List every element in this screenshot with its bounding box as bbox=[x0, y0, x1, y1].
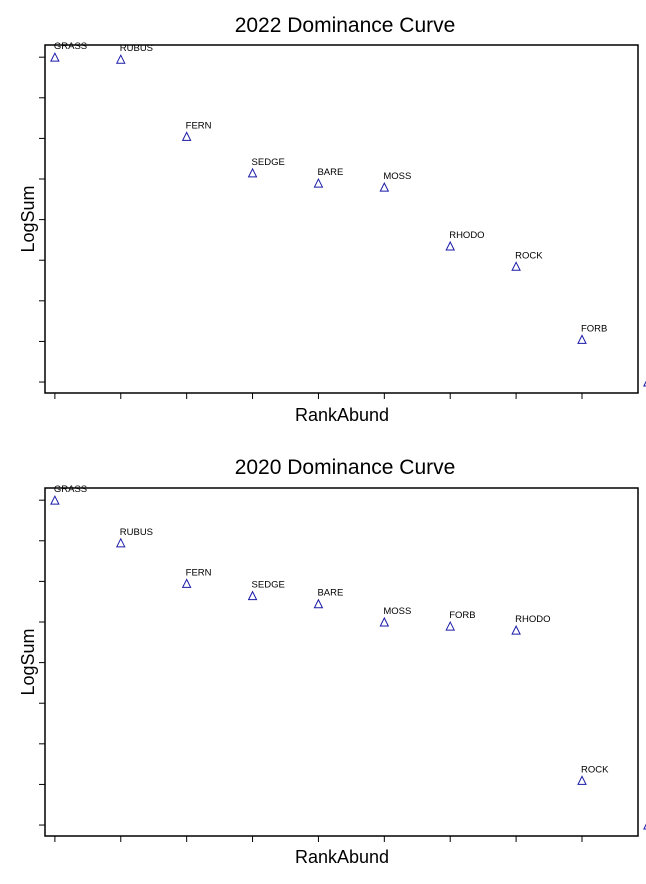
chart-title: 2020 Dominance Curve bbox=[235, 456, 456, 479]
plot-frame bbox=[44, 44, 639, 394]
point-label: ROCK bbox=[515, 250, 543, 261]
data-point: MOSS bbox=[379, 606, 411, 627]
triangle-marker bbox=[115, 537, 126, 548]
x-axis-label: RankAbund bbox=[295, 405, 389, 425]
chart-title: 2022 Dominance Curve bbox=[235, 14, 456, 37]
point-label: RHODO bbox=[515, 614, 550, 625]
data-point: BARE bbox=[313, 588, 343, 609]
point-label: MOSS bbox=[383, 171, 411, 182]
data-points: GRASS RUBUS FERN SEDGE BARE MOSS FORB RHODO ROCK… bbox=[50, 484, 646, 830]
data-points: GRASS RUBUS FERN SEDGE BARE MOSS RHODO ROCK FORB… bbox=[50, 41, 646, 387]
data-point: MOSS bbox=[379, 171, 411, 192]
x-axis-ticks bbox=[54, 836, 583, 842]
triangle-marker bbox=[50, 52, 60, 62]
triangle-marker bbox=[247, 167, 258, 178]
point-label: FERN bbox=[186, 120, 212, 131]
triangle-marker bbox=[313, 177, 324, 188]
data-point: RHODO bbox=[511, 614, 550, 635]
point-label: FERN bbox=[186, 567, 212, 578]
data-point: SEDGE bbox=[247, 157, 285, 178]
data-point: FORB bbox=[577, 323, 607, 344]
data-point: FERN bbox=[181, 120, 212, 141]
triangle-marker bbox=[181, 131, 192, 141]
data-point: RUBUS bbox=[115, 43, 153, 64]
triangle-marker bbox=[379, 182, 390, 192]
data-point: SEDGE bbox=[247, 580, 285, 601]
x-axis-ticks bbox=[54, 393, 583, 399]
point-label: SEDGE bbox=[252, 157, 285, 168]
triangle-marker bbox=[50, 495, 60, 505]
point-label: FORB bbox=[449, 610, 475, 621]
data-point: FERN bbox=[181, 567, 212, 588]
data-point: GRASS bbox=[50, 484, 87, 505]
triangle-marker bbox=[445, 620, 456, 631]
y-axis-label: LogSum bbox=[18, 628, 38, 695]
triangle-marker bbox=[379, 616, 390, 627]
point-label: SEDGE bbox=[252, 580, 285, 591]
triangle-marker bbox=[511, 625, 521, 635]
point-label: BARE bbox=[317, 167, 343, 178]
data-point: BARE bbox=[313, 167, 343, 188]
point-label: GRASS bbox=[54, 41, 87, 52]
point-label: RHODO bbox=[449, 230, 484, 241]
y-axis-ticks bbox=[39, 56, 45, 383]
x-axis-label: RankAbund bbox=[295, 847, 389, 867]
triangle-marker bbox=[577, 775, 587, 785]
triangle-marker bbox=[511, 261, 521, 271]
point-label: RUBUS bbox=[120, 527, 153, 538]
data-point: ROCK bbox=[577, 764, 609, 785]
chart-2020-dominance: 2020 Dominance Curve GRASS RUBUS FERN SEDGE… bbox=[18, 456, 646, 867]
y-axis-label: LogSum bbox=[18, 185, 38, 252]
y-axis-ticks bbox=[39, 499, 45, 826]
point-label: FORB bbox=[581, 323, 607, 334]
point-label: MOSS bbox=[383, 606, 411, 617]
data-point: RHODO bbox=[445, 230, 485, 251]
point-label: GRASS bbox=[54, 484, 87, 495]
triangle-marker bbox=[181, 578, 192, 588]
triangle-marker bbox=[115, 54, 126, 64]
triangle-marker bbox=[247, 590, 258, 601]
triangle-marker bbox=[577, 334, 587, 344]
triangle-marker bbox=[445, 240, 456, 251]
point-label: ROCK bbox=[581, 764, 609, 775]
data-point: GRASS bbox=[50, 41, 87, 62]
data-point: FORB bbox=[445, 610, 476, 631]
point-label: RUBUS bbox=[120, 43, 153, 54]
point-label: BARE bbox=[317, 588, 343, 599]
data-point: RUBUS bbox=[115, 527, 153, 548]
plot-frame bbox=[44, 487, 639, 837]
data-point: ROCK bbox=[511, 250, 543, 271]
triangle-marker bbox=[313, 598, 324, 609]
chart-2022-dominance: 2022 Dominance Curve GRASS RUBUS FERN SEDGE… bbox=[18, 14, 646, 425]
